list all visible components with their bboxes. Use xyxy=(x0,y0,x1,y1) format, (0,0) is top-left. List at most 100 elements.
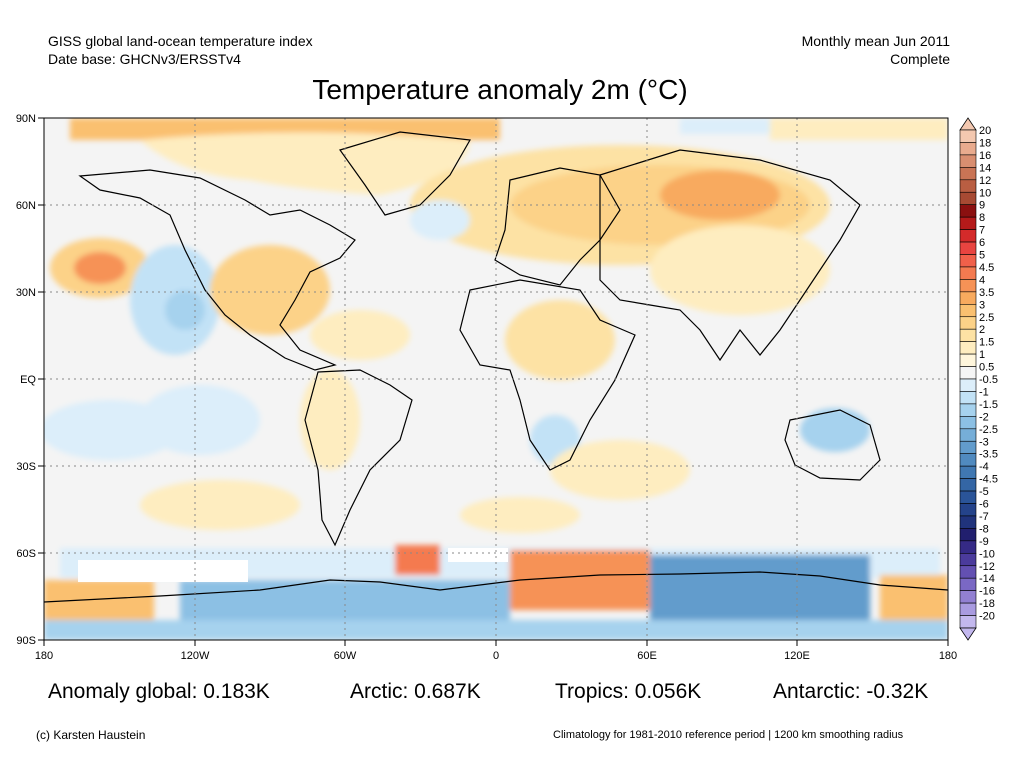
lat-label-90n: 90N xyxy=(16,113,36,125)
antarctic-warm-atlantic xyxy=(395,545,440,575)
antarctica-coast xyxy=(44,571,948,603)
lon-label-120w: 120W xyxy=(181,650,210,662)
southern-ocean-warm xyxy=(460,497,580,533)
africa-coast xyxy=(459,279,636,471)
colorbar-label: 3 xyxy=(979,299,985,311)
lon-label-120e: 120E xyxy=(784,650,810,662)
colorbar-swatch xyxy=(959,577,977,591)
south-america-coast xyxy=(304,369,413,547)
colorbar-swatch xyxy=(959,328,977,342)
colorbar-label: -4.5 xyxy=(979,474,998,486)
colorbar-swatch xyxy=(959,615,977,629)
colorbar-swatch xyxy=(959,279,977,293)
colorbar-label: -14 xyxy=(979,573,995,585)
colorbar-swatch xyxy=(959,129,977,143)
lat-label-90s: 90S xyxy=(16,635,36,647)
colorbar-label: 9 xyxy=(979,200,985,212)
colorbar-swatch xyxy=(959,154,977,168)
colorbar-label: -20 xyxy=(979,611,995,623)
lon-label-0: 0 xyxy=(493,650,499,662)
colorbar-label: 12 xyxy=(979,175,991,187)
colorbar-label: 2.5 xyxy=(979,312,994,324)
colorbar-label: -5 xyxy=(979,486,989,498)
central-asia-warm xyxy=(650,225,830,315)
colorbar-swatch xyxy=(959,316,977,330)
colorbar-label: 0.5 xyxy=(979,362,994,374)
colorbar-swatch xyxy=(959,478,977,492)
colorbar-swatch xyxy=(959,515,977,529)
stat-arctic: Arctic: 0.687K xyxy=(350,680,481,703)
colorbar-swatch xyxy=(959,378,977,392)
colorbar-label: 7 xyxy=(979,225,985,237)
tropical-atlantic-warm xyxy=(310,310,410,360)
lon-label-180e: 180 xyxy=(939,650,957,662)
colorbar-label: -3 xyxy=(979,436,989,448)
colorbar-label: -6 xyxy=(979,499,989,511)
colorbar-swatch xyxy=(959,216,977,230)
colorbar-swatch xyxy=(959,465,977,479)
colorbar-swatch xyxy=(959,503,977,517)
colorbar-label: -2.5 xyxy=(979,424,998,436)
missing-data-area xyxy=(448,548,508,562)
colorbar-label: -7 xyxy=(979,511,989,523)
header-period: Monthly mean Jun 2011 Complete xyxy=(802,32,950,68)
colorbar-swatch xyxy=(959,241,977,255)
lat-label-30s: 30S xyxy=(16,461,36,473)
colorbar-label: -9 xyxy=(979,536,989,548)
south-america-warm xyxy=(300,370,360,470)
colorbar-swatch xyxy=(959,191,977,205)
colorbar-swatch xyxy=(959,552,977,567)
colorbar-swatch xyxy=(959,142,977,156)
anomaly-map: 90N 60N 30N EQ 30S 60S 90S 180 120W 60W … xyxy=(16,113,998,662)
colorbar-swatch xyxy=(959,602,977,616)
colorbar-swatch xyxy=(959,353,977,367)
greenland-coast xyxy=(339,131,471,216)
north-atlantic-cool xyxy=(410,200,470,240)
colorbar-label: 1 xyxy=(979,349,985,361)
south-indian-warm xyxy=(550,440,690,500)
australia-coast xyxy=(784,409,881,481)
colorbar-swatch xyxy=(959,366,977,380)
colorbar-swatch xyxy=(959,303,977,318)
stat-tropics: Tropics: 0.056K xyxy=(555,680,702,703)
colorbar-swatch xyxy=(959,440,977,454)
colorbar-label: 5 xyxy=(979,250,985,262)
north-america-warm xyxy=(210,245,330,335)
colorbar-label: 10 xyxy=(979,187,991,199)
arctic-warm-east xyxy=(770,118,948,140)
lon-label-60w: 60W xyxy=(334,650,357,662)
colorbar-label: -0.5 xyxy=(979,374,998,386)
colorbar-swatch xyxy=(959,565,977,579)
colorbar-label: -10 xyxy=(979,548,995,560)
period-label: Monthly mean Jun 2011 xyxy=(801,33,950,49)
colorbar-label: 4.5 xyxy=(979,262,994,274)
north-pacific-cool-core xyxy=(165,290,205,330)
colorbar-swatch xyxy=(959,391,977,405)
antarctic-cool-east xyxy=(650,555,870,625)
africa-warm xyxy=(505,300,615,380)
colorbar-label: -2 xyxy=(979,411,989,423)
stat-antarctic: Antarctic: -0.32K xyxy=(773,680,929,703)
colorbar-swatch xyxy=(959,179,977,193)
colorbar-swatch xyxy=(959,428,977,442)
colorbar-label: -3.5 xyxy=(979,449,998,461)
colorbar-label: -16 xyxy=(979,586,995,598)
header-dataset: GISS global land-ocean temperature index… xyxy=(48,32,313,68)
colorbar-label: 3.5 xyxy=(979,287,994,299)
colorbar-swatch xyxy=(959,167,977,181)
colorbar-swatch xyxy=(959,590,977,604)
colorbar-swatch xyxy=(959,490,977,504)
colorbar-swatch xyxy=(959,540,977,554)
lat-label-eq: EQ xyxy=(20,374,36,386)
anomaly-field xyxy=(44,118,948,640)
colorbar-arrow-top xyxy=(959,117,977,131)
colorbar-label: -1.5 xyxy=(979,399,998,411)
europe-coast xyxy=(494,167,621,286)
colorbar-label: 14 xyxy=(979,162,991,174)
colorbar-label: 20 xyxy=(979,125,991,137)
colorbar-arrow-bottom xyxy=(959,627,977,641)
colorbar-swatch xyxy=(959,403,977,417)
colorbar-swatch xyxy=(959,341,977,355)
lat-label-60s: 60S xyxy=(16,548,36,560)
north-america-coast xyxy=(78,169,356,371)
